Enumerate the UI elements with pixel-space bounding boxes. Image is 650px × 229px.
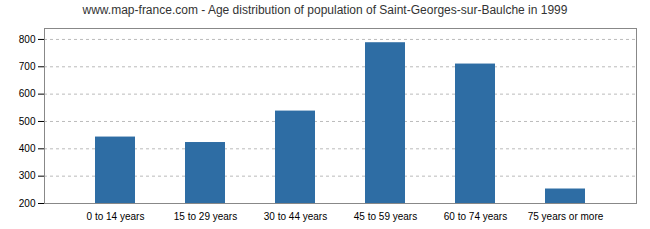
svg-text:300: 300 — [19, 170, 36, 181]
svg-text:400: 400 — [19, 143, 36, 154]
svg-text:75 years or more: 75 years or more — [528, 211, 604, 222]
svg-text:30 to 44 years: 30 to 44 years — [264, 211, 327, 222]
html-text:www.map-france.com - Age distr: www.map-france.com - Age distribution of… — [82, 3, 568, 17]
svg-text:800: 800 — [19, 34, 36, 45]
svg-text:0 to 14 years: 0 to 14 years — [87, 211, 145, 222]
svg-text:60 to 74 years: 60 to 74 years — [444, 211, 507, 222]
svg-text:200: 200 — [19, 198, 36, 209]
svg-text:700: 700 — [19, 61, 36, 72]
svg-text:45 to 59 years: 45 to 59 years — [354, 211, 417, 222]
svg-text:500: 500 — [19, 116, 36, 127]
svg-text:15 to 29 years: 15 to 29 years — [174, 211, 237, 222]
svg-text:600: 600 — [19, 88, 36, 99]
